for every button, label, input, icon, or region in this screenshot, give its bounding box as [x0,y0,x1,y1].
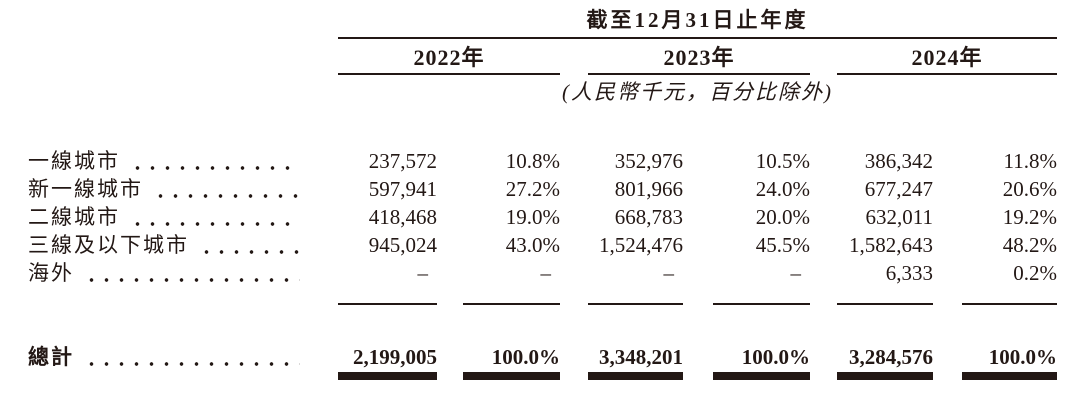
header-rule [338,37,1057,39]
row-label-cell: 新一線城市 [28,175,338,203]
amount-2022: – [417,261,429,285]
year-rule-2022 [338,73,560,75]
total-double-rules [28,372,1080,380]
amount-2022: 597,941 [368,177,437,201]
percent-2023: 24.0% [755,177,810,201]
amount-2023: 668,783 [614,205,683,229]
dot-leader [199,250,300,254]
year-rule-2023 [588,73,810,75]
column-rule [463,303,560,305]
amount-2024: 632,011 [865,205,933,229]
dot-leader [153,194,300,198]
column-rule [713,303,810,305]
year-header-rules [338,73,1080,75]
dot-leader [130,166,300,170]
table-row-overseas: 海外 – – – – 6,333 0.2% [28,259,1080,287]
table-row-tier2: 二線城市 418,468 19.0% 668,783 20.0% 632,011… [28,203,1080,231]
percent-2022: 27.2% [505,177,560,201]
percent-2023: 10.5% [755,149,810,173]
percent-2024: 20.6% [1002,177,1057,201]
amount-2023: 1,524,476 [599,233,683,257]
period-header: 截至12月31日止年度 [586,8,809,32]
amount-2022: 945,024 [368,233,437,257]
amount-2022: 418,468 [368,205,437,229]
double-rule [713,372,810,380]
percent-2022: 43.0% [505,233,560,257]
row-label-cell: 一線城市 [28,147,338,175]
percent-2023: – [790,261,802,285]
year-header-2024: 2024年 [911,45,983,70]
row-label-cell: 三線及以下城市 [28,231,338,259]
dot-leader [130,222,300,226]
year-rule-2024 [837,73,1057,75]
table-body: 一線城市 237,572 10.8% 352,976 10.5% 386,342… [28,147,1080,287]
percent-2023: 20.0% [755,205,810,229]
amount-2023: 801,966 [614,177,683,201]
percent-2024: 48.2% [1002,233,1057,257]
rule-spacer [28,303,338,305]
row-label: 二線城市 [28,205,120,229]
column-rule [338,303,437,305]
double-rule [962,372,1057,380]
table-row-tier1: 一線城市 237,572 10.8% 352,976 10.5% 386,342… [28,147,1080,175]
column-rule [962,303,1057,305]
row-label-cell: 總計 [28,343,338,371]
pre-total-rules [28,303,1080,305]
dot-leader [84,362,300,366]
row-label: 新一線城市 [28,177,143,201]
percent-2022: 19.0% [505,205,560,229]
table-row-newtier1: 新一線城市 597,941 27.2% 801,966 24.0% 677,24… [28,175,1080,203]
dot-leader [84,278,300,282]
double-rule [463,372,560,380]
percent-2024: 0.2% [1013,261,1057,285]
total-label: 總計 [28,345,74,369]
amount-2024: 1,582,643 [849,233,933,257]
row-label: 一線城市 [28,149,120,173]
row-label-cell: 海外 [28,259,338,287]
column-rule [588,303,683,305]
amount-2022: 237,572 [368,149,437,173]
percent-2024: 19.2% [1002,205,1057,229]
total-percent-2023: 100.0% [741,345,810,369]
total-percent-2022: 100.0% [491,345,560,369]
double-rule [837,372,933,380]
units-note: (人民幣千元，百分比除外) [562,80,833,104]
percent-2022: 10.8% [505,149,560,173]
year-header-2022: 2022年 [413,45,485,70]
percent-2023: 45.5% [755,233,810,257]
double-rule [588,372,683,380]
double-rule [338,372,437,380]
amount-2024: 6,333 [885,261,933,285]
rule-spacer [28,372,338,380]
percent-2022: – [540,261,552,285]
amount-2023: 352,976 [614,149,683,173]
total-amount-2022: 2,199,005 [353,345,437,369]
year-header-2023: 2023年 [663,45,735,70]
total-percent-2024: 100.0% [988,345,1057,369]
row-label-cell: 二線城市 [28,203,338,231]
total-amount-2024: 3,284,576 [849,345,933,369]
amount-2024: 386,342 [864,149,933,173]
amount-2024: 677,247 [864,177,933,201]
row-label: 海外 [28,261,74,285]
percent-2024: 11.8% [1003,149,1057,173]
table-row-tier3-below: 三線及以下城市 945,024 43.0% 1,524,476 45.5% 1,… [28,231,1080,259]
column-rule [837,303,933,305]
total-amount-2023: 3,348,201 [599,345,683,369]
amount-2023: – [663,261,675,285]
row-label: 三線及以下城市 [28,233,189,257]
table-row-total: 總計 2,199,005 100.0% 3,348,201 100.0% 3,2… [28,343,1080,371]
year-headers: 2022年 2023年 2024年 [338,39,1080,73]
